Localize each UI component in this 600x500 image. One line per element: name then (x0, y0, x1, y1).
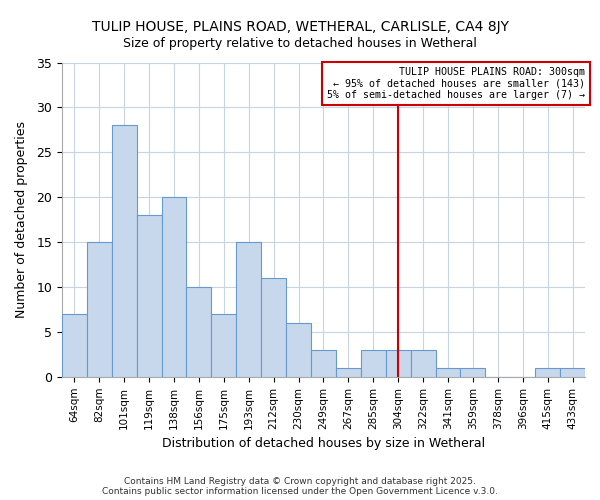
Text: TULIP HOUSE, PLAINS ROAD, WETHERAL, CARLISLE, CA4 8JY: TULIP HOUSE, PLAINS ROAD, WETHERAL, CARL… (91, 20, 509, 34)
Text: Contains HM Land Registry data © Crown copyright and database right 2025.: Contains HM Land Registry data © Crown c… (124, 477, 476, 486)
Bar (236, 242, 261, 377)
Bar (436, 368, 460, 377)
Bar (87, 242, 112, 377)
X-axis label: Distribution of detached houses by size in Wetheral: Distribution of detached houses by size … (162, 437, 485, 450)
Bar (336, 368, 361, 377)
Bar (261, 278, 286, 377)
Bar (137, 215, 161, 377)
Bar (361, 350, 386, 377)
Bar (560, 368, 585, 377)
Bar (460, 368, 485, 377)
Text: TULIP HOUSE PLAINS ROAD: 300sqm
← 95% of detached houses are smaller (143)
5% of: TULIP HOUSE PLAINS ROAD: 300sqm ← 95% of… (327, 67, 585, 100)
Bar (211, 314, 236, 377)
Bar (535, 368, 560, 377)
Bar (62, 314, 87, 377)
Bar (112, 126, 137, 377)
Bar (386, 350, 410, 377)
Y-axis label: Number of detached properties: Number of detached properties (15, 121, 28, 318)
Bar (187, 287, 211, 377)
Bar (286, 323, 311, 377)
Bar (311, 350, 336, 377)
Bar (161, 197, 187, 377)
Text: Contains public sector information licensed under the Open Government Licence v.: Contains public sector information licen… (102, 487, 498, 496)
Text: Size of property relative to detached houses in Wetheral: Size of property relative to detached ho… (123, 38, 477, 51)
Bar (410, 350, 436, 377)
